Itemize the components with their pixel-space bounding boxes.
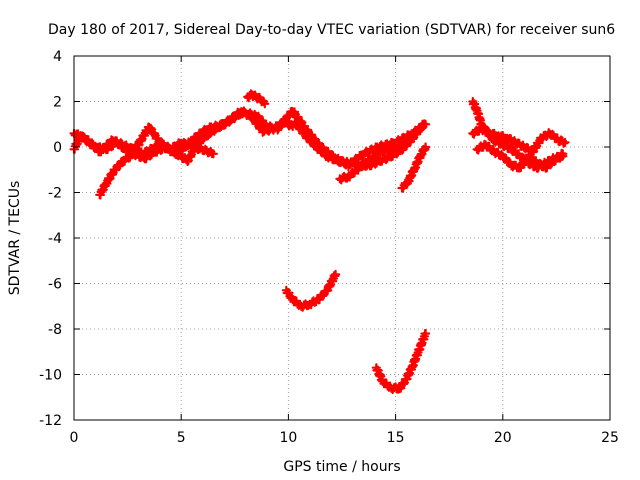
series-markers	[371, 328, 431, 395]
series-markers	[468, 123, 570, 157]
series-markers	[472, 139, 568, 173]
x-tick-label: 15	[387, 430, 405, 446]
data-series	[69, 89, 570, 395]
chart-title: Day 180 of 2017, Sidereal Day-to-day VTE…	[48, 22, 615, 38]
series-markers	[281, 269, 341, 312]
series-markers	[397, 142, 431, 193]
tick-labels: 0 5 10 15 20 25 -12 -10 -8 -6 -4 -2 0 2 4	[39, 49, 619, 446]
y-tick-label: -12	[39, 413, 62, 429]
y-tick-label: -4	[48, 231, 62, 247]
axis-ticks	[73, 55, 611, 421]
series-track-h	[281, 269, 341, 312]
y-tick-label: 2	[53, 95, 62, 111]
x-tick-label: 10	[279, 430, 297, 446]
series-track-g	[397, 142, 431, 193]
x-tick-label: 20	[494, 430, 512, 446]
y-tick-label: 4	[53, 49, 62, 65]
y-tick-label: -6	[48, 277, 62, 293]
y-tick-label: -8	[48, 322, 62, 338]
series-track-d	[243, 89, 270, 109]
series-markers	[243, 89, 270, 109]
y-tick-label: -2	[48, 186, 62, 202]
y-tick-label: 0	[53, 140, 62, 156]
series-track-k	[468, 123, 570, 157]
series-track-i	[371, 328, 431, 395]
series-markers	[335, 134, 414, 185]
series-markers	[95, 106, 298, 200]
x-tick-label: 5	[177, 430, 186, 446]
series-track-c	[95, 106, 298, 200]
y-tick-label: -10	[39, 368, 62, 384]
y-axis-label: SDTVAR / TECUs	[7, 181, 23, 296]
series-track-l	[472, 139, 568, 173]
series-track-f	[335, 134, 414, 185]
x-tick-label: 25	[601, 430, 619, 446]
x-tick-label: 0	[70, 430, 79, 446]
x-axis-label: GPS time / hours	[283, 459, 400, 475]
